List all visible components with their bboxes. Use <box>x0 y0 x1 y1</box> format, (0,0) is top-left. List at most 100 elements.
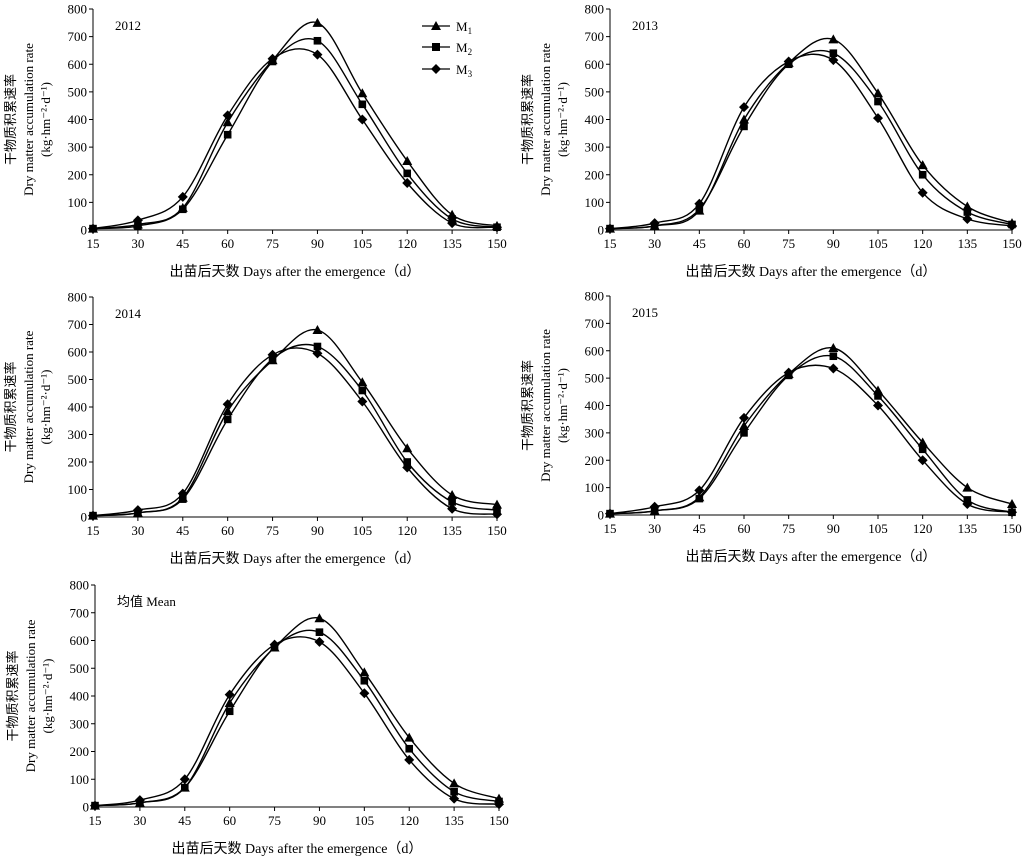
data-point-m3 <box>359 688 370 699</box>
x-tick-label: 45 <box>178 813 191 828</box>
data-point-m2 <box>223 415 232 424</box>
x-tick-label: 30 <box>133 813 146 828</box>
data-point-m2 <box>403 169 412 178</box>
data-point-m3 <box>739 102 749 113</box>
legend-entry-m1: M1 <box>422 19 472 36</box>
y-tick-label: 200 <box>70 744 90 759</box>
data-point-m3 <box>134 795 145 806</box>
legend-label-m3: M3 <box>456 62 473 79</box>
x-tick-label: 120 <box>397 523 417 538</box>
data-point-m2 <box>740 429 748 437</box>
x-tick-label: 105 <box>868 236 888 251</box>
chart-panel-mean: 0 100 200 300 400 500 600 700 800 15 30 45 60 75 90 105… <box>5 578 509 857</box>
series-line-m1 <box>609 347 1013 515</box>
x-tick-label: 90 <box>311 236 324 251</box>
x-tick-label: 60 <box>738 521 751 536</box>
y-axis-label-unit: (kg·hm⁻²·d⁻¹) <box>555 82 570 157</box>
data-point-m1 <box>404 732 415 742</box>
x-tick-label: 15 <box>604 236 617 251</box>
y-tick-label: 400 <box>68 400 88 415</box>
data-point-m1 <box>828 343 839 353</box>
y-tick-label: 300 <box>70 716 90 731</box>
x-tick-label: 135 <box>958 236 978 251</box>
series-line-m2 <box>92 343 498 517</box>
data-point-m1 <box>962 482 973 492</box>
data-point-m3 <box>312 348 323 359</box>
data-point-m3 <box>962 499 973 510</box>
data-point-m2 <box>403 458 412 466</box>
y-tick-label: 0 <box>83 800 90 815</box>
y-tick-label: 400 <box>70 689 90 704</box>
data-point-m3 <box>649 218 660 229</box>
data-point-m2 <box>225 707 234 716</box>
x-tick-label: 75 <box>782 236 795 251</box>
y-tick-label: 500 <box>585 371 605 386</box>
data-point-m2 <box>180 783 189 792</box>
data-point-m2 <box>358 100 367 109</box>
series-line-m3 <box>609 53 1013 230</box>
panel-title: 2014 <box>115 306 142 321</box>
data-point-m3 <box>873 113 883 124</box>
data-point-m3 <box>404 754 415 765</box>
data-point-m3 <box>1007 220 1017 231</box>
data-point-m3 <box>783 56 794 67</box>
marks <box>605 34 1017 234</box>
x-axis-label: 出苗后天数 Days after the emergence（d） <box>686 264 937 280</box>
data-point-m3 <box>88 510 98 521</box>
series-line-m3 <box>94 636 500 807</box>
x-tick-label: 75 <box>266 236 279 251</box>
y-tick-label: 300 <box>68 140 88 155</box>
series-line-m2 <box>609 354 1013 515</box>
data-point-m3 <box>357 396 368 407</box>
y-tick-label: 500 <box>68 372 88 387</box>
data-point-m3 <box>314 636 325 647</box>
axes: 0 100 200 300 400 500 600 700 800 15 30 45 60 75 90 105… <box>68 2 507 252</box>
x-axis-label: 出苗后天数 Days after the emergence（d） <box>172 841 423 857</box>
data-point-m2 <box>695 494 704 503</box>
y-axis-label-cn: 干物质积累速率 <box>520 360 535 451</box>
data-point-m1 <box>224 697 235 707</box>
x-tick-label: 30 <box>648 521 661 536</box>
y-tick-label: 500 <box>70 661 90 676</box>
y-axis-label-en: Dry matter accumulation rate <box>538 329 553 482</box>
y-tick-label: 100 <box>585 195 605 210</box>
x-tick-label: 150 <box>487 236 507 251</box>
y-tick-label: 500 <box>585 84 605 99</box>
panel-title: 2012 <box>115 18 141 33</box>
data-point-m1 <box>739 114 749 124</box>
chart-panel-2012: 0 100 200 300 400 500 600 700 800 15 30 45 60 75 90 105… <box>3 2 507 281</box>
data-point-m3 <box>177 191 188 202</box>
data-point-m1 <box>312 325 323 334</box>
x-axis-label: 出苗后天数 Days after the emergence（d） <box>170 264 421 280</box>
y-tick-label: 400 <box>585 112 605 127</box>
series-line-m3 <box>92 48 498 230</box>
data-point-m2 <box>178 495 187 503</box>
y-tick-label: 0 <box>598 508 605 523</box>
y-tick-label: 400 <box>68 112 88 127</box>
y-axis-label-en: Dry matter accumulation rate <box>538 43 553 196</box>
data-point-m2 <box>405 744 414 753</box>
data-point-m3 <box>962 213 973 224</box>
data-point-m3 <box>312 49 323 60</box>
data-point-m2 <box>178 205 187 214</box>
data-point-m3 <box>447 218 458 229</box>
data-point-m1 <box>357 88 368 98</box>
legend-label-m1: M1 <box>456 19 472 36</box>
y-axis-label-unit: (kg·hm⁻²·d⁻¹) <box>38 370 53 445</box>
x-tick-label: 90 <box>827 521 840 536</box>
data-point-m3 <box>179 774 190 785</box>
data-point-m2 <box>918 170 927 179</box>
data-point-m2 <box>134 222 142 230</box>
x-tick-label: 150 <box>1002 236 1022 251</box>
data-point-m1 <box>402 443 413 453</box>
data-point-m3 <box>402 462 413 473</box>
data-point-m3 <box>177 488 188 499</box>
x-tick-label: 15 <box>87 523 100 538</box>
marks <box>90 613 504 811</box>
data-point-m3 <box>90 800 100 811</box>
data-point-m3 <box>492 222 502 233</box>
y-tick-label: 600 <box>68 57 88 72</box>
data-point-m3 <box>447 503 458 514</box>
x-tick-label: 60 <box>738 236 751 251</box>
